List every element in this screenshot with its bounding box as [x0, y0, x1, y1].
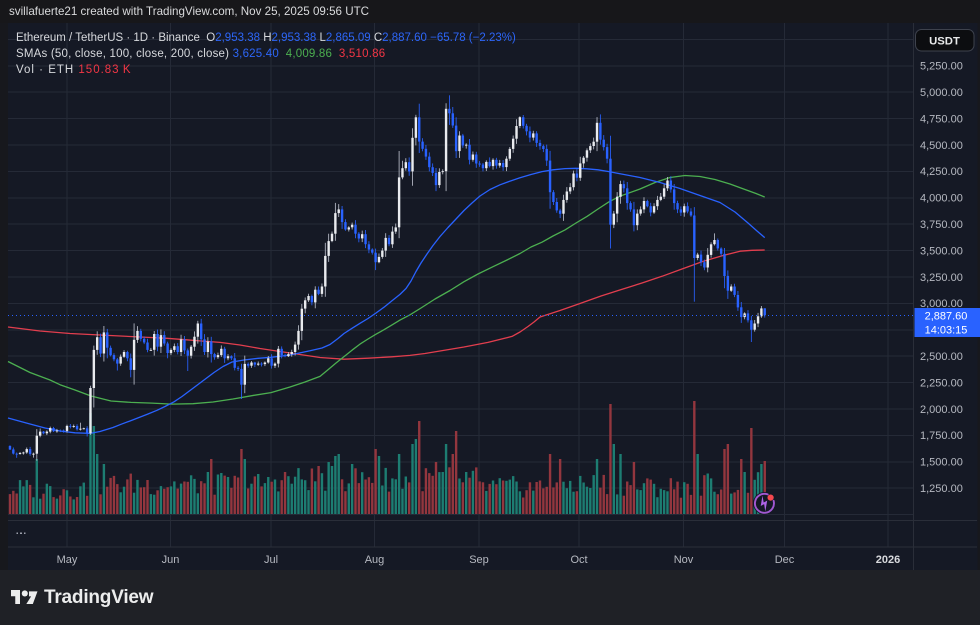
svg-text:1,500.00: 1,500.00 [920, 457, 963, 469]
svg-text:2026: 2026 [876, 554, 900, 566]
svg-text:1,250.00: 1,250.00 [920, 483, 963, 495]
svg-text:Jun: Jun [162, 554, 180, 566]
svg-text:USDT: USDT [929, 35, 960, 47]
svg-text:Sep: Sep [469, 554, 489, 566]
svg-text:2,500.00: 2,500.00 [920, 351, 963, 363]
svg-text:3,000.00: 3,000.00 [920, 298, 963, 310]
svg-text:Jul: Jul [264, 554, 278, 566]
svg-text:3,750.00: 3,750.00 [920, 219, 963, 231]
svg-text:Nov: Nov [674, 554, 694, 566]
svg-text:5,250.00: 5,250.00 [920, 61, 963, 73]
svg-text:2,000.00: 2,000.00 [920, 404, 963, 416]
svg-text:Aug: Aug [365, 554, 385, 566]
svg-text:2,887.60: 2,887.60 [925, 311, 968, 323]
svg-text:Oct: Oct [570, 554, 587, 566]
svg-text:4,500.00: 4,500.00 [920, 140, 963, 152]
svg-text:14:03:15: 14:03:15 [925, 325, 968, 337]
svg-text:Dec: Dec [775, 554, 795, 566]
svg-text:1,750.00: 1,750.00 [920, 430, 963, 442]
svg-text:3,250.00: 3,250.00 [920, 272, 963, 284]
svg-text:2,250.00: 2,250.00 [920, 377, 963, 389]
svg-text:May: May [57, 554, 78, 566]
svg-text:4,250.00: 4,250.00 [920, 166, 963, 178]
svg-text:5,000.00: 5,000.00 [920, 87, 963, 99]
svg-text:4,750.00: 4,750.00 [920, 113, 963, 125]
svg-text:3,500.00: 3,500.00 [920, 245, 963, 257]
svg-text:4,000.00: 4,000.00 [920, 193, 963, 205]
